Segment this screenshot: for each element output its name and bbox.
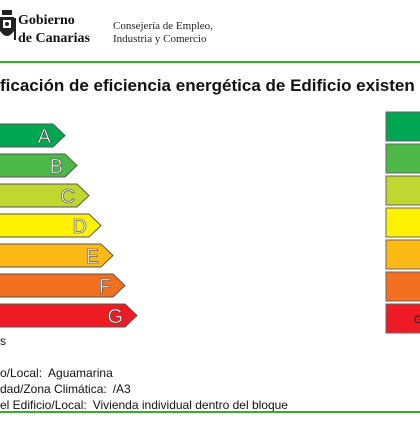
scale-letter: A (38, 126, 52, 148)
info-line: el Edificio/Local: Vivienda individual de… (0, 398, 288, 412)
scale-arrow (0, 183, 90, 208)
scale-letter: D (73, 216, 87, 238)
scale-arrow (0, 213, 102, 238)
scale-arrow (0, 273, 126, 298)
info-label: el Edificio/Local: (0, 398, 87, 412)
section-title: ficación de eficiencia energética de Edi… (0, 76, 415, 95)
info-label: o/Local: (0, 366, 42, 380)
scale-arrow (0, 243, 114, 268)
info-value: Vivienda individual dentro del bloque (93, 398, 289, 412)
info-line: o/Local: Aguamarina (0, 366, 113, 380)
rating-letter: G (414, 314, 420, 326)
department: Industria y Comercio (113, 33, 207, 45)
rating-cell (385, 271, 420, 302)
rating-column: G (385, 111, 420, 334)
scale-arrow (0, 303, 138, 328)
coat-of-arms (0, 10, 16, 40)
rating-cell (385, 111, 420, 142)
department: Consejería de Empleo, (113, 20, 213, 32)
scale-arrow (0, 123, 66, 148)
rating-cell (385, 303, 420, 334)
rating-cell (385, 143, 420, 174)
rating-cell (385, 239, 420, 270)
info-value: /A3 (113, 382, 131, 396)
building-info: o/Local: Aguamarina dad/Zona Climática: /A3… (0, 366, 288, 412)
scale-footnote: s (0, 334, 6, 348)
info-line: dad/Zona Climática: /A3 (0, 382, 131, 396)
rating-cell (385, 207, 420, 238)
scale-letter: F (99, 276, 111, 298)
org-name: de Canarias (18, 31, 91, 46)
scale-letter: G (107, 306, 123, 328)
info-label: dad/Zona Climática: (0, 382, 107, 396)
scale-letter: B (50, 156, 63, 178)
org-name: Gobierno (18, 13, 75, 28)
info-value: Aguamarina (48, 366, 113, 380)
scale-letter: E (86, 246, 99, 268)
scale-letter: C (61, 186, 75, 208)
scale-arrow (0, 153, 78, 178)
rating-cell (385, 175, 420, 206)
